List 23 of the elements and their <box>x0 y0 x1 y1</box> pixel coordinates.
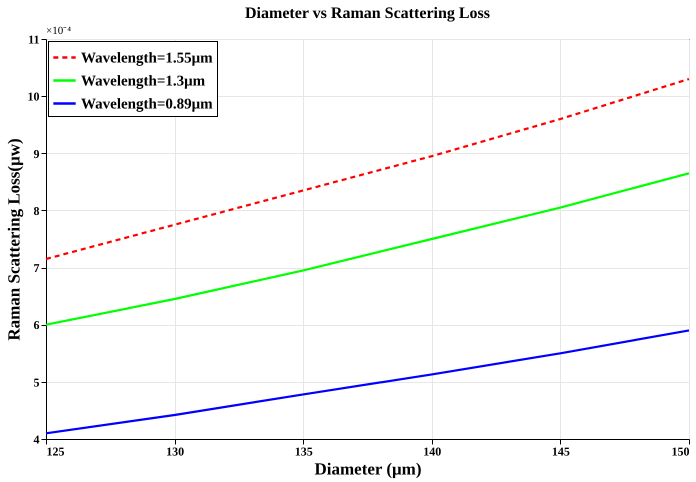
y-tick-label: 10 <box>28 90 40 104</box>
y-tick-label: 9 <box>34 146 40 161</box>
y-tick-label: 4 <box>34 432 40 446</box>
x-tick-label: 125 <box>46 444 64 458</box>
x-tick-label: 140 <box>423 444 442 458</box>
chart-title: Diameter vs Raman Scattering Loss <box>244 5 490 22</box>
x-tick-label: 150 <box>672 444 690 458</box>
legend-label: Wavelength=1.3μm <box>81 74 206 90</box>
text: ×10⁻⁴ <box>46 25 72 37</box>
legend-label: Wavelength=1.55μm <box>81 50 214 66</box>
line-series <box>44 329 690 434</box>
y-tick-label: 11 <box>28 32 40 46</box>
x-tick-label: 130 <box>166 444 184 458</box>
legend-label: Wavelength=0.89μm <box>81 96 214 112</box>
line-series <box>44 172 690 326</box>
y-tick-label: 6 <box>34 318 40 332</box>
x-tick-label: 145 <box>552 444 570 458</box>
y-tick-label: 5 <box>34 375 40 390</box>
y-tick-label: 7 <box>34 261 40 276</box>
y-tick-label: 8 <box>34 204 40 218</box>
x-axis-title: Diameter (μm) <box>314 460 422 478</box>
y-axis-title: Raman Scattering Loss(μw) <box>4 138 24 341</box>
x-tick-label: 135 <box>294 444 313 458</box>
